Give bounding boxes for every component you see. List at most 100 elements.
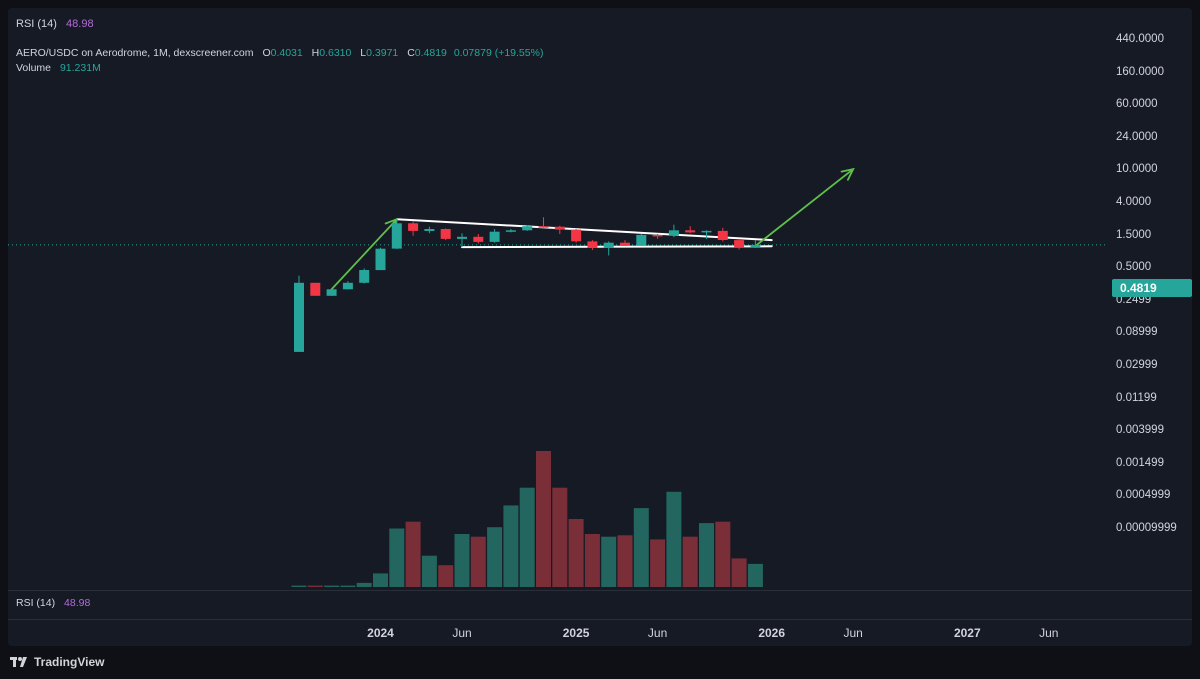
candle [734,238,745,250]
rsi-value: 48.98 [66,18,94,30]
volume-bar [536,451,551,587]
volume-bar [389,528,405,587]
volume-bar [373,573,388,587]
candle-body [505,230,516,232]
candle [359,268,370,284]
trendline [395,218,773,242]
volume-bar [601,536,617,587]
open-value: 0.4031 [270,47,303,59]
candle-body [375,248,386,271]
volume-bars [291,451,763,587]
volume-value: 91.231M [59,62,101,74]
time-tick-label: 2026 [758,626,786,640]
arrow-line [330,218,398,291]
price-tick-label: 440.0000 [1116,33,1164,45]
volume-bar [682,536,698,587]
candle-body [391,223,402,249]
candle-body [440,229,451,239]
volume-bar [617,535,633,587]
price-tick-label: 0.003999 [1116,424,1164,437]
tradingview-logo-icon [10,657,27,667]
price-tick-label: 0.00009999 [1116,522,1177,534]
candle [440,228,451,241]
open-label: O [262,47,271,59]
volume-bar [438,565,454,587]
candle [522,225,533,231]
candle [636,234,647,246]
time-tick-label: Jun [647,626,668,640]
chart-frame: RSI (14) 48.98 AERO/USDC on Aerodrome, 1… [8,8,1192,646]
volume-bar [633,508,649,587]
symbol-legend[interactable]: AERO/USDC on Aerodrome, 1M, dexscreener.… [16,47,543,59]
brand-name: TradingView [34,655,105,669]
volume-bar [421,555,437,587]
arrow-line [754,168,855,247]
rsi-indicator-header[interactable]: RSI (14) 48.98 [16,18,94,30]
candle [457,233,467,248]
pane-divider[interactable] [8,590,1192,591]
candle-body [620,242,630,246]
price-tick-label: 0.0004999 [1116,489,1171,502]
price-tick-label: 10.0000 [1116,163,1158,176]
candle [424,226,435,234]
volume-bar [307,585,323,587]
volume-bar [568,519,584,587]
candle-body [701,230,712,233]
candle-body [652,234,663,237]
volume-bar [747,563,763,587]
candle-body [359,270,370,283]
candle [391,219,402,250]
candle-body [636,234,647,246]
candle [505,229,516,233]
low-value: 0.3971 [366,47,399,59]
volume-bar [699,523,714,587]
candle [587,240,598,250]
price-tick-label: 160.0000 [1116,65,1164,78]
volume-legend[interactable]: Volume 91.231M [16,62,101,74]
time-tick-label: 2027 [953,626,981,640]
candle [310,282,321,296]
candle-body [554,226,565,230]
arrow-head [840,167,855,181]
current-price-tag: 0.4819 [1112,279,1192,297]
volume-bar [340,585,356,587]
candle-body [685,230,696,233]
candle [294,275,304,352]
candle [603,241,614,256]
high-label: H [311,47,320,59]
candle [375,247,386,271]
candle [652,234,663,239]
close-value: 0.4819 [414,47,447,59]
price-tick-label: 0.001499 [1116,456,1164,469]
high-value: 0.6310 [319,47,352,59]
candle-body [408,223,419,231]
volume-label: Volume [16,62,52,74]
candle [473,234,484,244]
volume-bar [291,585,307,587]
candle-body [734,240,745,248]
price-chart[interactable] [8,8,1192,646]
symbol-title: AERO/USDC on Aerodrome, 1M, dexscreener.… [16,47,254,59]
volume-bar [487,527,503,587]
close-label: C [407,47,415,59]
candle [554,225,565,234]
candle [685,226,696,234]
candle-body [342,282,353,290]
price-tick-label: 1.5000 [1116,228,1152,241]
volume-bar [324,585,340,587]
candle [326,289,337,296]
candle-body [326,289,337,296]
candle-body [457,236,467,239]
candle [668,224,679,238]
candle [620,240,630,246]
price-tick-label: 60.0000 [1116,98,1158,111]
volume-bar [715,521,731,587]
rsi-pane-legend[interactable]: RSI (14) 48.98 [16,597,90,609]
candle-body [424,229,435,231]
candle-body [603,242,614,248]
tradingview-brand[interactable]: TradingView [10,655,104,669]
time-tick-label: 2024 [367,626,394,640]
candlesticks [294,217,761,352]
rsi-label: RSI (14) [16,18,57,30]
low-label: L [360,47,367,59]
